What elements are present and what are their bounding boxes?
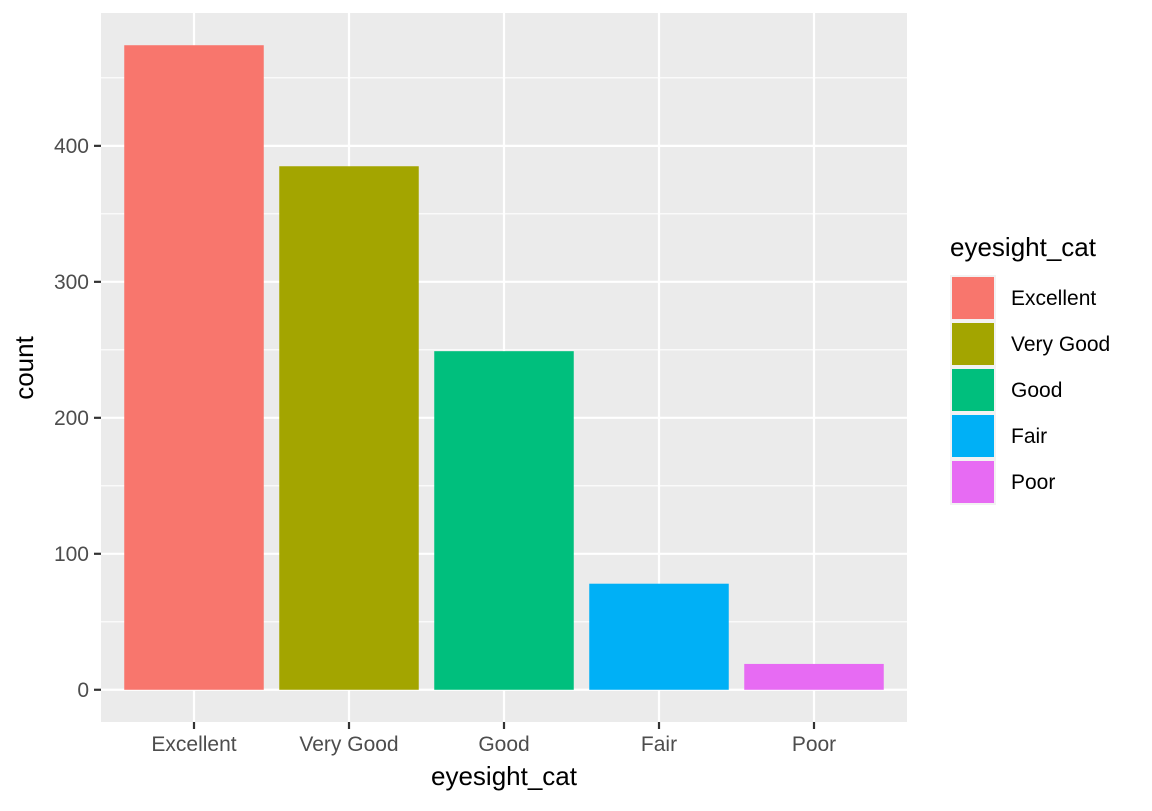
x-tick-label: Excellent	[151, 733, 236, 756]
legend-label: Very Good	[1011, 333, 1110, 356]
x-tick-label: Good	[478, 733, 529, 756]
bar-good	[434, 351, 574, 690]
y-tick-label: 400	[54, 135, 89, 158]
bar-very-good	[279, 166, 419, 690]
y-axis: 0 100 200 300 400	[54, 135, 101, 702]
x-tick-label: Fair	[641, 733, 677, 756]
y-tick-label: 100	[54, 543, 89, 566]
legend-items: Excellent Very Good Good Fair Poor	[950, 275, 1110, 505]
legend: eyesight_cat Excellent Very Good Good Fair P…	[950, 232, 1110, 505]
y-tick-label: 0	[77, 679, 89, 702]
y-tick-label: 300	[54, 271, 89, 294]
legend-swatch	[952, 415, 994, 457]
legend-label: Excellent	[1011, 287, 1096, 310]
legend-label: Good	[1011, 379, 1062, 402]
x-tick-label: Very Good	[299, 733, 398, 756]
x-tick-label: Poor	[792, 733, 836, 756]
legend-swatch	[952, 277, 994, 319]
bar-excellent	[124, 45, 264, 690]
legend-title: eyesight_cat	[950, 232, 1097, 262]
y-axis-title: count	[9, 335, 39, 399]
bars	[124, 45, 884, 690]
legend-swatch	[952, 323, 994, 365]
bar-poor	[744, 663, 884, 690]
bar-fair	[589, 583, 729, 690]
x-axis: Excellent Very Good Good Fair Poor	[151, 722, 836, 756]
legend-label: Poor	[1011, 471, 1055, 494]
x-axis-title: eyesight_cat	[431, 761, 578, 791]
legend-swatch	[952, 461, 994, 503]
y-tick-label: 200	[54, 407, 89, 430]
legend-swatch	[952, 369, 994, 411]
legend-label: Fair	[1011, 425, 1047, 448]
